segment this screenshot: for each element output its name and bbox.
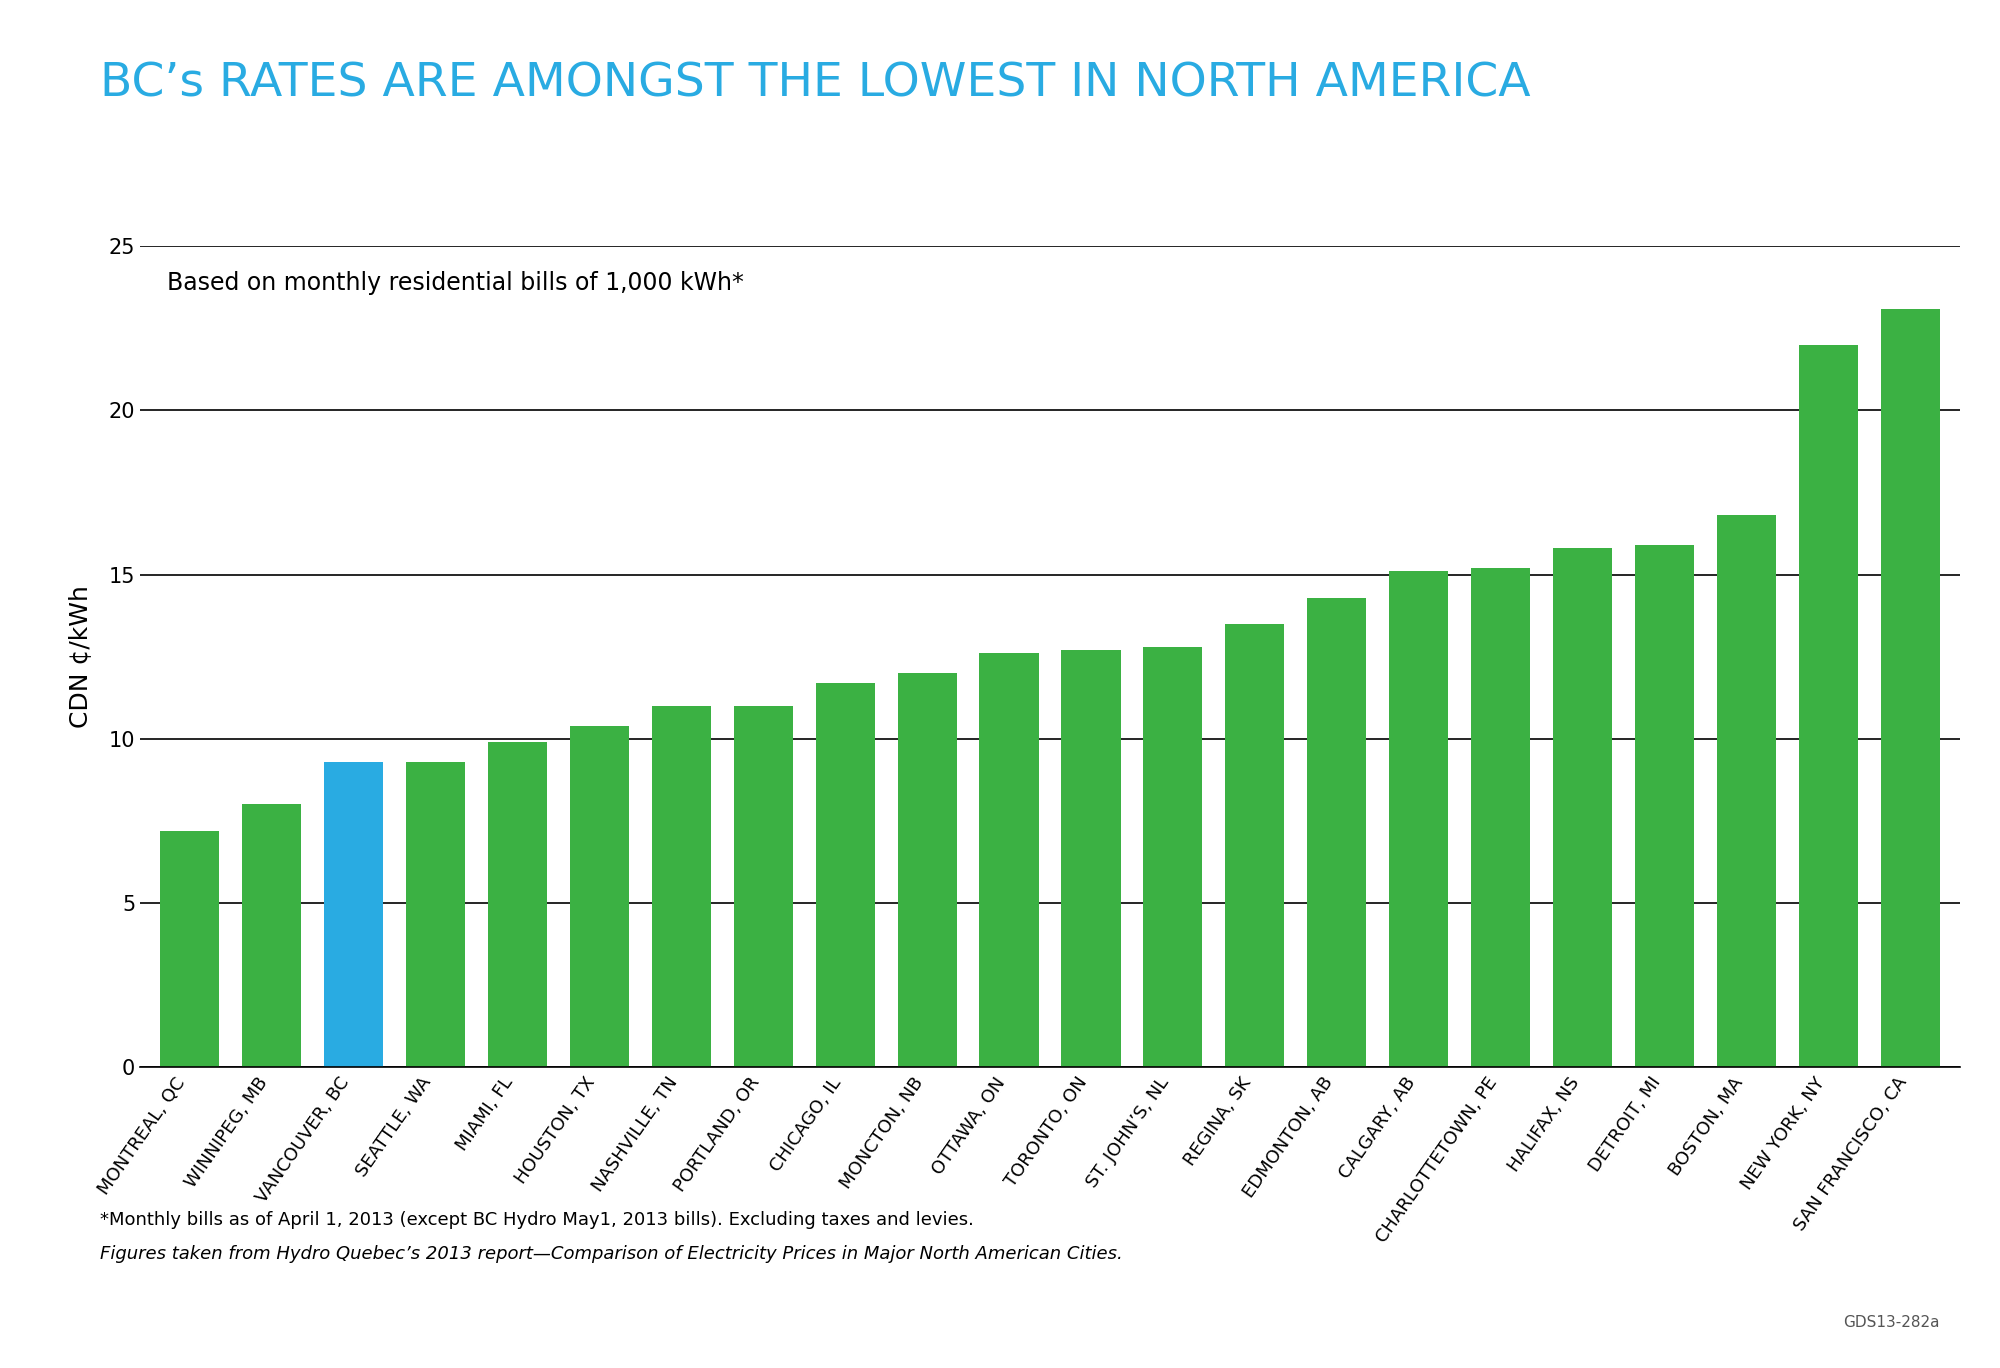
Bar xyxy=(1554,549,1612,1067)
Bar xyxy=(570,725,628,1067)
Bar xyxy=(652,706,710,1067)
Bar xyxy=(816,683,874,1067)
Text: GDS13-282a: GDS13-282a xyxy=(1844,1315,1940,1330)
Y-axis label: CDN ¢/kWh: CDN ¢/kWh xyxy=(68,586,92,728)
Bar xyxy=(1308,598,1366,1067)
Bar xyxy=(980,654,1038,1067)
Text: BC’s RATES ARE AMONGST THE LOWEST IN NORTH AMERICA: BC’s RATES ARE AMONGST THE LOWEST IN NOR… xyxy=(100,62,1530,107)
Text: *Monthly bills as of April 1, 2013 (except BC Hydro May1, 2013 bills). Excluding: *Monthly bills as of April 1, 2013 (exce… xyxy=(100,1211,974,1228)
Text: Figures taken from Hydro Quebec’s 2013 report—Comparison of Electricity Prices i: Figures taken from Hydro Quebec’s 2013 r… xyxy=(100,1245,1122,1263)
Bar xyxy=(488,741,546,1067)
Bar xyxy=(1636,544,1694,1067)
Bar xyxy=(1226,624,1284,1067)
Bar xyxy=(1390,572,1448,1067)
Bar xyxy=(324,762,382,1067)
Bar xyxy=(898,673,956,1067)
Bar xyxy=(734,706,792,1067)
Bar xyxy=(242,804,300,1067)
Bar xyxy=(1062,650,1120,1067)
Bar xyxy=(1144,647,1202,1067)
Bar xyxy=(1472,568,1530,1067)
Bar xyxy=(1800,345,1858,1067)
Bar xyxy=(406,762,464,1067)
Text: Based on monthly residential bills of 1,000 kWh*: Based on monthly residential bills of 1,… xyxy=(168,271,744,295)
Bar xyxy=(1882,309,1940,1067)
Bar xyxy=(1718,516,1776,1067)
Bar xyxy=(160,830,218,1067)
